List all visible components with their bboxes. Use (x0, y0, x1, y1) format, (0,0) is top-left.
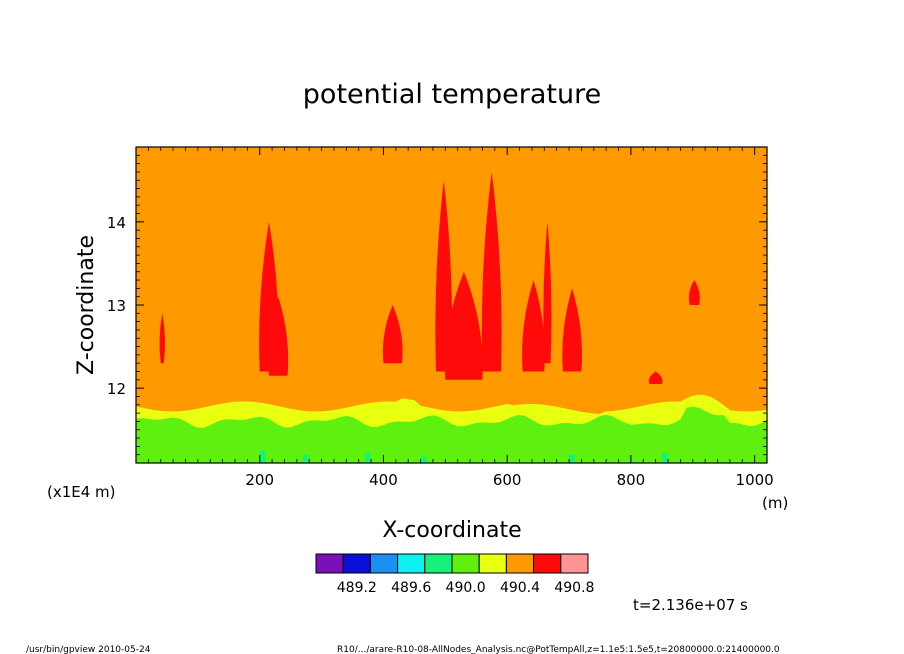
plume-7 (543, 221, 552, 364)
x-unit-label: (m) (762, 494, 788, 512)
plume-3 (435, 180, 453, 372)
plume-5 (481, 171, 502, 372)
plume-1 (268, 296, 289, 376)
colorbar-swatch-5 (451, 553, 480, 574)
time-label: t=2.136e+07 s (633, 596, 748, 614)
colorbar-label-490.0: 490.0 (446, 580, 486, 596)
colorbar-swatch-7 (505, 553, 535, 574)
colorbar-swatch-3 (397, 553, 426, 574)
y-scale-label: (x1E4 m) (47, 483, 116, 501)
band-490.2 (136, 406, 767, 463)
field-bands (136, 394, 767, 463)
band-patch-3 (420, 456, 427, 463)
x-axis-ticks: 200 400 600 800 1000 (147, 147, 774, 489)
x-tick-label-800: 800 (617, 471, 646, 489)
footer-left: /usr/bin/gpview 2010-05-24 (26, 645, 151, 654)
chart-title: potential temperature (303, 79, 601, 110)
colorbar-swatch-9 (560, 553, 589, 574)
x-tick-label-400: 400 (369, 471, 398, 489)
colorbar: 489.2 489.6 490.0 490.4 490.8 (315, 553, 594, 596)
plume-9 (688, 280, 700, 305)
plume-6 (522, 280, 545, 372)
plume-11 (159, 313, 165, 364)
y-axis-label: Z-coordinate (74, 235, 99, 375)
plume-8 (562, 288, 582, 372)
y-axis-ticks: 12 13 14 (107, 154, 767, 456)
band-patch-4 (569, 454, 575, 463)
y-tick-label-13: 13 (107, 297, 126, 315)
colorbar-swatch-0 (315, 553, 344, 574)
field-plumes (159, 171, 700, 384)
y-tick-label-14: 14 (107, 214, 126, 232)
colorbar-swatch-2 (369, 553, 399, 574)
x-tick-label-1000: 1000 (736, 471, 774, 489)
colorbar-label-489.6: 489.6 (391, 580, 431, 596)
colorbar-label-489.2: 489.2 (337, 580, 377, 596)
band-patch-1 (303, 454, 309, 463)
band-patch-5 (661, 453, 668, 463)
colorbar-swatch-8 (533, 553, 562, 574)
colorbar-label-490.8: 490.8 (554, 580, 594, 596)
band-patch-0 (259, 450, 266, 463)
plume-10 (648, 371, 663, 384)
y-tick-label-12: 12 (107, 380, 126, 398)
colorbar-label-490.4: 490.4 (500, 580, 540, 596)
plume-2 (382, 305, 403, 364)
band-patch-2 (364, 453, 371, 463)
x-tick-label-600: 600 (493, 471, 522, 489)
colorbar-swatch-4 (424, 553, 453, 574)
plume-4 (444, 271, 483, 380)
x-tick-label-200: 200 (245, 471, 274, 489)
x-axis-label: X-coordinate (382, 518, 521, 543)
footer-right: R10/.../arare-R10-08-AllNodes_Analysis.n… (337, 645, 780, 654)
plot-area (136, 147, 767, 463)
colorbar-swatch-6 (478, 553, 507, 574)
colorbar-swatch-1 (342, 553, 371, 574)
